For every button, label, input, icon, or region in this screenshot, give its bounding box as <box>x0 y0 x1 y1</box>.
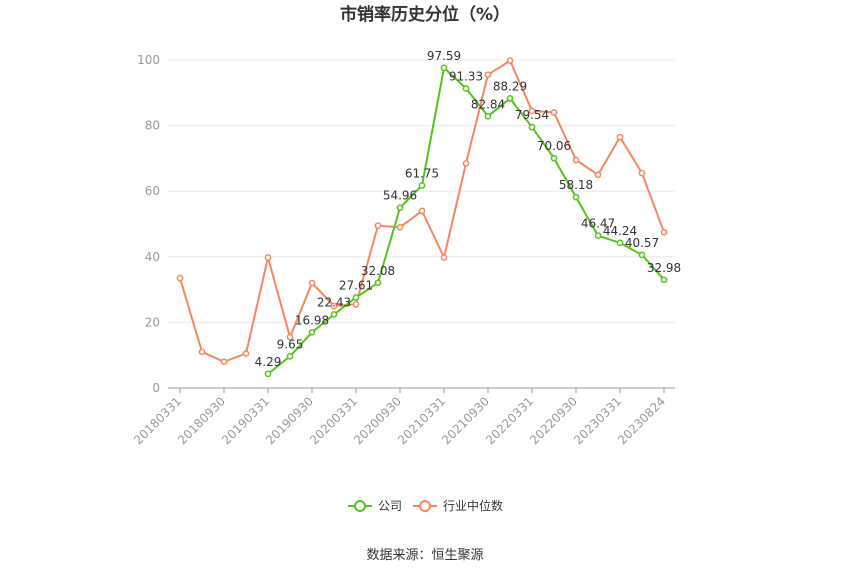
data-source-note: 数据来源：恒生聚源 <box>366 548 483 563</box>
data-point-industry-median <box>198 348 206 356</box>
data-point-company <box>352 294 360 301</box>
data-point-company <box>286 352 294 360</box>
data-point-company <box>506 95 514 102</box>
data-label: 97.59 <box>427 49 461 63</box>
data-point-company <box>330 311 338 318</box>
legend: 公司 行业中位数 <box>348 498 503 513</box>
series-lines <box>176 57 668 378</box>
legend-item-company-marker <box>354 500 366 512</box>
data-point-company <box>638 251 646 259</box>
data-point-industry-median <box>352 301 360 308</box>
data-point-industry-median <box>330 302 338 310</box>
data-point-industry-median <box>660 228 668 236</box>
data-point-industry-median <box>242 350 250 357</box>
y-tick-label: 40 <box>145 250 160 264</box>
data-point-industry-median <box>616 133 624 141</box>
data-point-industry-median <box>308 279 316 287</box>
data-point-company <box>374 279 382 287</box>
data-point-company <box>396 204 404 212</box>
data-point-company <box>264 370 272 378</box>
data-point-industry-median <box>484 71 492 79</box>
data-point-company <box>572 193 580 201</box>
y-tick-label: 60 <box>145 184 160 198</box>
data-label: 27.61 <box>339 278 373 292</box>
data-label: 16.98 <box>295 313 329 327</box>
data-point-industry-median <box>374 222 382 229</box>
data-point-company <box>594 232 602 239</box>
data-point-industry-median <box>638 169 646 177</box>
data-label: 79.54 <box>515 108 549 122</box>
data-point-industry-median <box>462 159 470 167</box>
y-tick-label: 80 <box>145 119 160 133</box>
data-point-industry-median <box>440 254 448 261</box>
x-tick-label: 20230824 <box>615 394 668 447</box>
data-point-company <box>440 64 448 72</box>
data-label: 82.84 <box>471 97 505 111</box>
data-point-company <box>484 112 492 120</box>
data-point-company <box>462 85 470 92</box>
data-label: 9.65 <box>277 337 304 351</box>
data-point-industry-median <box>572 156 580 164</box>
data-point-company <box>616 239 624 247</box>
data-label: 4.29 <box>255 355 282 369</box>
y-tick-label: 100 <box>137 53 160 67</box>
data-label: 88.29 <box>493 79 527 93</box>
axes: 0204060801002018033120180930201903312019… <box>131 53 675 447</box>
data-point-industry-median <box>264 254 272 261</box>
data-point-company <box>660 276 668 284</box>
data-point-industry-median <box>418 207 426 215</box>
data-point-company <box>418 182 426 189</box>
data-point-company <box>528 123 536 131</box>
data-point-industry-median <box>550 109 558 116</box>
data-point-industry-median <box>176 274 184 282</box>
data-point-industry-median <box>396 223 404 231</box>
y-tick-label: 0 <box>152 381 160 395</box>
chart-title: 市销率历史分位（%） <box>340 4 510 25</box>
data-label: 58.18 <box>559 178 593 192</box>
grid <box>168 59 675 323</box>
data-point-industry-median <box>528 107 536 115</box>
data-label: 32.98 <box>647 261 681 275</box>
legend-item-company-label: 公司 <box>378 499 402 513</box>
data-point-industry-median <box>594 171 602 179</box>
y-tick-label: 20 <box>145 315 160 329</box>
data-label: 54.96 <box>383 189 417 203</box>
data-label: 40.57 <box>625 236 659 250</box>
data-point-company <box>308 328 316 336</box>
data-label: 70.06 <box>537 139 571 153</box>
data-label: 44.24 <box>603 224 637 238</box>
data-label: 61.75 <box>405 166 439 180</box>
data-label: 91.33 <box>449 69 483 83</box>
data-point-company <box>550 154 558 162</box>
data-point-industry-median <box>286 333 294 341</box>
data-point-industry-median <box>220 358 228 366</box>
data-label: 46.47 <box>581 217 615 231</box>
data-label: 32.08 <box>361 264 395 278</box>
legend-item-industry-median-marker <box>419 500 431 512</box>
data-label: 22.43 <box>317 295 351 309</box>
legend-item-industry-median-label: 行业中位数 <box>443 498 503 513</box>
data-point-industry-median <box>506 57 514 65</box>
